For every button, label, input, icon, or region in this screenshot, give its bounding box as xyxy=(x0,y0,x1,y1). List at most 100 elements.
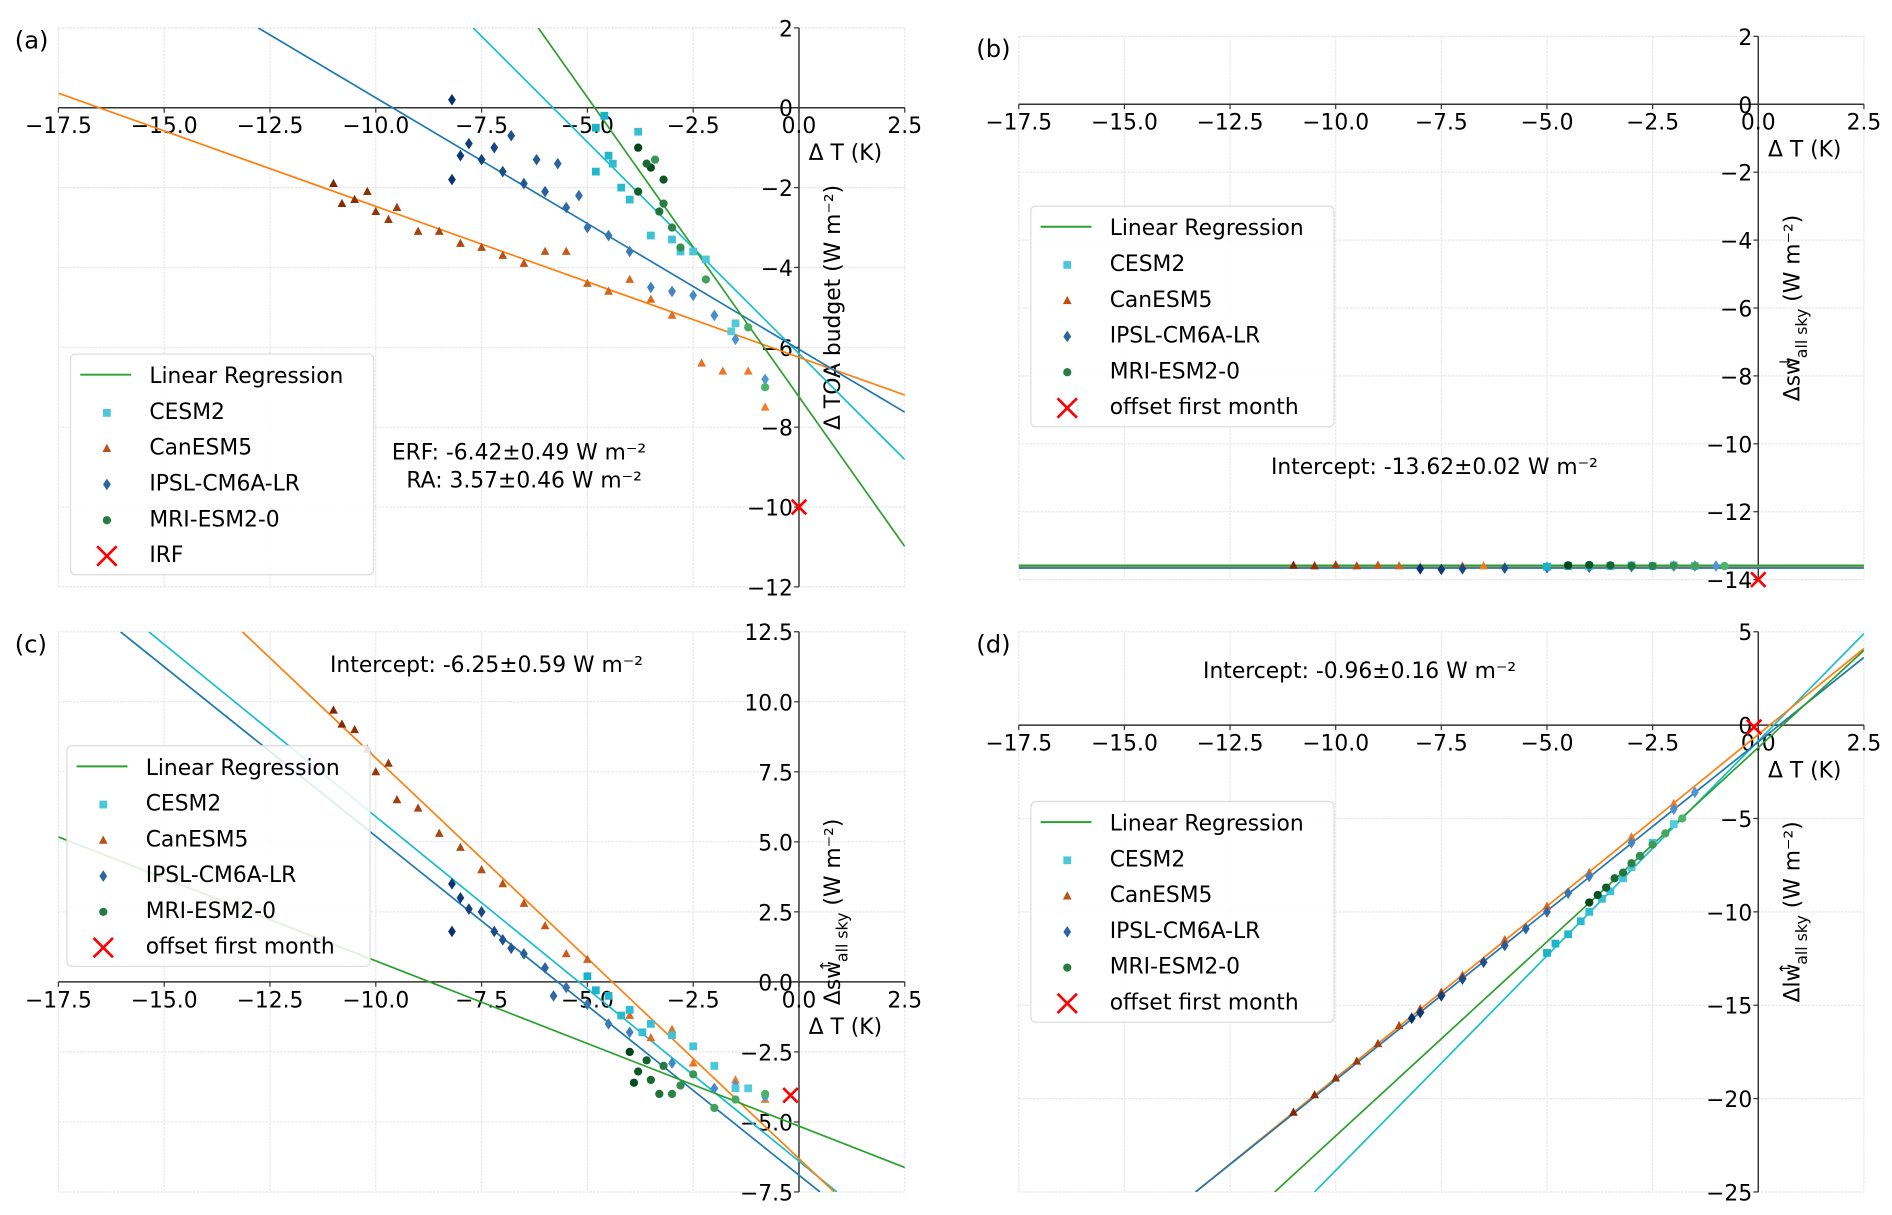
data-point-MRI-ESM2-0 xyxy=(659,175,668,184)
data-point-CESM2 xyxy=(583,972,592,981)
y-label-subscript: all sky xyxy=(1792,309,1811,359)
data-point-CESM2 xyxy=(625,1006,634,1014)
data-point-IPSL-CM6A-LR xyxy=(490,925,499,938)
data-point-MRI-ESM2-0 xyxy=(1678,814,1687,823)
x-tick-label: −17.5 xyxy=(25,114,92,139)
legend-label: CanESM5 xyxy=(146,827,249,852)
x-tick-label: 2.5 xyxy=(887,988,922,1013)
data-point-CESM2 xyxy=(591,986,600,995)
data-point-MRI-ESM2-0 xyxy=(1627,859,1636,868)
data-point-CanESM5 xyxy=(1310,561,1319,570)
data-point-IPSL-CM6A-LR xyxy=(490,141,499,154)
x-tick-label: −15.0 xyxy=(1091,111,1158,136)
legend-x-icon xyxy=(96,545,118,567)
data-point-IPSL-CM6A-LR xyxy=(646,281,655,294)
data-point-CanESM5 xyxy=(350,194,359,203)
legend-marker-icon xyxy=(103,478,111,491)
x-marker-offset-first-month xyxy=(782,1087,799,1104)
data-point-CanESM5 xyxy=(329,705,338,714)
x-tick-label: −17.5 xyxy=(985,732,1052,757)
data-point-IPSL-CM6A-LR xyxy=(1627,836,1636,849)
legend-marker-icon xyxy=(102,443,112,453)
data-point-CESM2 xyxy=(604,151,613,160)
data-point-CESM2 xyxy=(731,319,740,328)
data-point-CanESM5 xyxy=(362,186,372,195)
data-point-MRI-ESM2-0 xyxy=(634,1067,643,1076)
data-point-CanESM5 xyxy=(498,250,508,259)
data-point-IPSL-CM6A-LR xyxy=(448,878,456,890)
x-tick-label: −12.5 xyxy=(1197,111,1264,136)
data-point-IPSL-CM6A-LR xyxy=(477,906,486,918)
data-point-IPSL-CM6A-LR xyxy=(448,93,456,106)
data-point-IPSL-CM6A-LR xyxy=(1712,560,1720,572)
data-point-MRI-ESM2-0 xyxy=(1669,561,1678,570)
data-point-CESM2 xyxy=(668,235,676,244)
legend-label: MRI-ESM2-0 xyxy=(1110,359,1240,384)
x-marker-stroke xyxy=(92,936,114,959)
legend-label: Linear Regression xyxy=(1110,216,1304,241)
y-label-arrow: ↑ xyxy=(818,960,835,972)
data-point-CanESM5 xyxy=(1373,560,1383,569)
x-tick-label: −10.0 xyxy=(1302,111,1369,136)
y-axis-label: Δ TOA budget (W m⁻²) xyxy=(821,185,846,430)
data-point-CanESM5 xyxy=(1627,832,1636,841)
data-point-MRI-ESM2-0 xyxy=(1690,561,1700,571)
legend-marker-icon xyxy=(1063,856,1072,865)
legend-label: offset first month xyxy=(146,935,335,960)
legend-label: CanESM5 xyxy=(1110,288,1213,313)
x-tick-label: −2.5 xyxy=(1626,111,1679,136)
legend-x-icon xyxy=(1056,397,1078,419)
data-point-IPSL-CM6A-LR xyxy=(604,1018,613,1030)
data-point-MRI-ESM2-0 xyxy=(1635,851,1645,860)
y-tick-label: 0 xyxy=(779,97,793,122)
legend-label: CESM2 xyxy=(146,792,222,817)
data-point-CESM2 xyxy=(617,183,626,192)
y-tick-label: 7.5 xyxy=(758,761,793,786)
annotation-text: Intercept: -0.96±0.16 W m⁻² xyxy=(1203,659,1516,684)
data-point-CESM2 xyxy=(646,231,655,240)
data-point-IPSL-CM6A-LR xyxy=(761,373,770,386)
data-point-IPSL-CM6A-LR xyxy=(541,962,549,974)
x-tick-label: −15.0 xyxy=(131,114,198,139)
data-point-IPSL-CM6A-LR xyxy=(1500,562,1509,574)
x-marker-IRF xyxy=(790,498,808,516)
x-tick-label: −15.0 xyxy=(131,988,198,1013)
data-point-IPSL-CM6A-LR xyxy=(1585,870,1594,883)
regression-line-IPSL-CM6A-LR xyxy=(1195,656,1864,1192)
x-tick-label: −2.5 xyxy=(667,988,720,1013)
data-point-CESM2 xyxy=(646,1020,655,1028)
y-axis-label: Δsw↓all sky (W m⁻²) xyxy=(1777,215,1811,401)
legend-label: MRI-ESM2-0 xyxy=(149,507,279,532)
data-point-CESM2 xyxy=(701,255,710,264)
data-point-CESM2 xyxy=(668,1031,676,1039)
y-tick-label: −2 xyxy=(761,177,793,202)
data-point-IPSL-CM6A-LR xyxy=(1407,1012,1416,1025)
legend-label: IPSL-CM6A-LR xyxy=(1110,324,1261,349)
data-point-IPSL-CM6A-LR xyxy=(710,1082,719,1095)
data-point-MRI-ESM2-0 xyxy=(1720,561,1729,571)
data-point-CanESM5 xyxy=(583,278,592,287)
legend-label: CESM2 xyxy=(1110,847,1186,872)
legend-label: CanESM5 xyxy=(1110,883,1213,908)
y-tick-label: −10 xyxy=(1706,433,1752,458)
data-point-CESM2 xyxy=(1606,887,1615,896)
y-tick-label: −4 xyxy=(1720,230,1752,255)
data-point-MRI-ESM2-0 xyxy=(655,207,664,216)
data-point-CanESM5 xyxy=(456,842,465,851)
data-point-CanESM5 xyxy=(413,226,423,235)
data-point-CESM2 xyxy=(1543,949,1551,957)
legend-marker-icon xyxy=(1063,926,1072,938)
data-point-CanESM5 xyxy=(625,274,635,283)
data-point-IPSL-CM6A-LR xyxy=(532,153,541,166)
panel-label: (b) xyxy=(976,34,1010,63)
data-point-CanESM5 xyxy=(1500,935,1510,944)
data-point-IPSL-CM6A-LR xyxy=(1458,562,1467,575)
scatter-points xyxy=(329,93,770,411)
regression-line-MRI-ESM2-0 xyxy=(537,27,905,548)
data-point-CanESM5 xyxy=(561,246,571,255)
data-point-IPSL-CM6A-LR xyxy=(507,942,516,955)
data-point-IPSL-CM6A-LR xyxy=(1416,1006,1425,1019)
annotation-text: Intercept: -6.25±0.59 W m⁻² xyxy=(330,653,643,678)
data-point-MRI-ESM2-0 xyxy=(1606,561,1615,570)
